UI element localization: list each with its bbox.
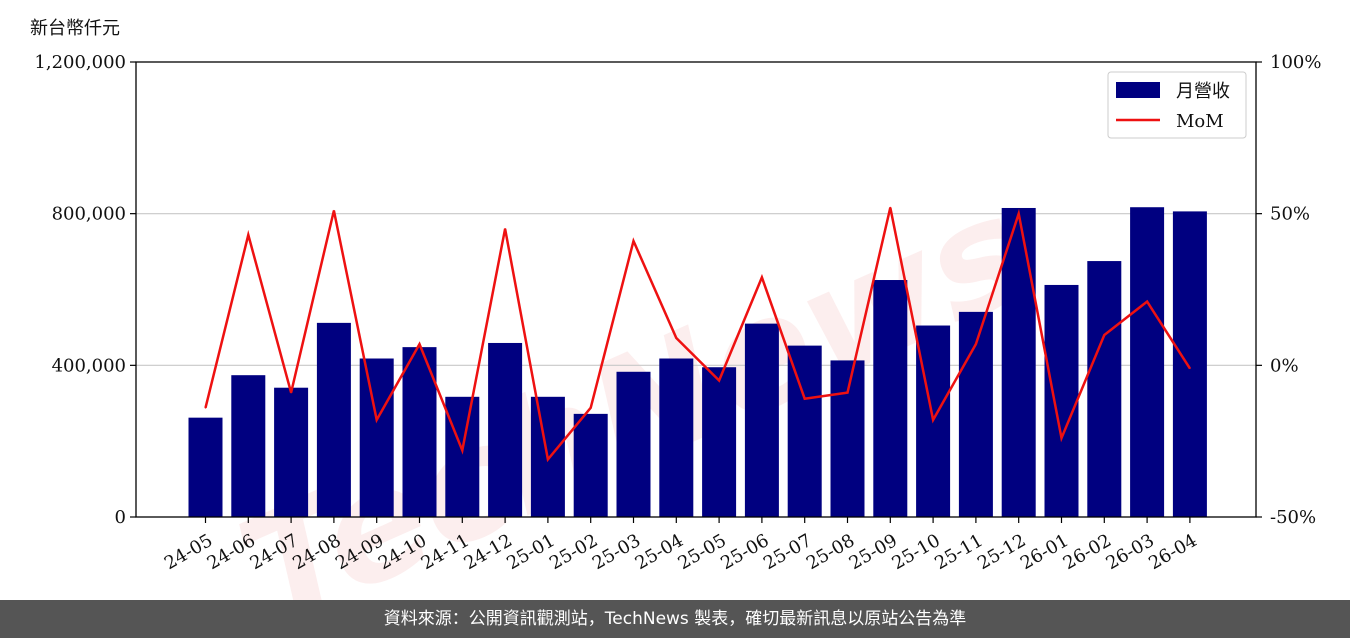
x-tick-label: 25-03 — [589, 530, 644, 574]
x-tick-label: 25-09 — [846, 530, 901, 574]
y2-tick-label: 100% — [1270, 52, 1321, 73]
x-tick-label: 25-11 — [931, 530, 986, 574]
mom-point-25-01 — [547, 458, 549, 461]
bar-24-05 — [188, 417, 223, 517]
x-tick-label: 25-12 — [974, 530, 1029, 574]
y2-tick-label: 50% — [1270, 204, 1310, 225]
mom-line — [204, 207, 1191, 463]
bar-25-12 — [1001, 207, 1036, 517]
x-tick-label: 26-04 — [1145, 530, 1200, 574]
bar-24-06 — [231, 375, 266, 517]
y-tick-label: 400,000 — [52, 355, 126, 376]
mom-point-25-08 — [846, 391, 849, 394]
x-tick-label: 25-06 — [717, 530, 772, 574]
bar-layer — [188, 207, 1207, 518]
mom-point-26-04 — [1189, 367, 1191, 370]
bar-24-09 — [359, 358, 394, 517]
bar-26-04 — [1172, 211, 1207, 517]
x-tick-label: 25-08 — [803, 530, 858, 574]
mom-point-25-04 — [675, 337, 678, 339]
mom-point-25-07 — [803, 397, 806, 400]
source-footer: 資料來源：公開資訊觀測站，TechNews 製表，確切最新訊息以原站公告為準 — [0, 600, 1350, 638]
bar-25-03 — [616, 371, 651, 517]
mom-point-25-12 — [1017, 212, 1020, 215]
x-tick-label: 25-07 — [760, 530, 815, 574]
mom-point-24-10 — [418, 343, 421, 345]
legend-swatch-revenue — [1116, 82, 1160, 98]
y-tick-label: 800,000 — [52, 204, 126, 225]
y-tick-label: 0 — [115, 507, 126, 528]
mom-point-24-07 — [290, 391, 292, 394]
legend-label-mom: MoM — [1176, 111, 1224, 132]
mom-point-24-05 — [204, 407, 207, 409]
mom-point-24-09 — [375, 419, 378, 421]
bar-26-03 — [1130, 207, 1165, 518]
mom-point-26-01 — [1060, 437, 1063, 439]
mom-point-24-08 — [333, 209, 335, 212]
chart-area: 新台幣仟元 TechNews 0400,000800,0001,200,000-… — [30, 18, 1321, 600]
bar-24-08 — [316, 322, 351, 517]
mom-point-24-11 — [461, 449, 464, 452]
bar-26-02 — [1087, 261, 1122, 517]
bar-24-07 — [274, 387, 309, 517]
bar-25-04 — [659, 358, 694, 517]
line-layer — [204, 206, 1191, 463]
x-tick-label: 26-02 — [1060, 530, 1115, 574]
y2-tick-label: -50% — [1270, 507, 1316, 528]
mom-point-25-06 — [761, 276, 763, 279]
mom-point-26-02 — [1103, 334, 1106, 336]
bar-24-12 — [488, 342, 523, 517]
x-tick-label: 26-03 — [1102, 530, 1157, 574]
bar-25-09 — [873, 280, 908, 517]
mom-point-25-05 — [718, 379, 720, 382]
bar-25-07 — [787, 345, 822, 517]
bar-24-11 — [445, 396, 480, 517]
mom-point-26-03 — [1146, 300, 1148, 303]
y-axis-label: 新台幣仟元 — [30, 18, 120, 39]
chart-svg: TechNews 0400,000800,0001,200,000-50%0%5… — [34, 52, 1321, 600]
mom-point-24-06 — [247, 234, 250, 236]
bar-25-05 — [702, 367, 737, 517]
legend: 月營收 MoM — [1107, 71, 1247, 139]
y-tick-label: 1,200,000 — [34, 52, 126, 73]
x-tick-label: 25-04 — [632, 530, 687, 574]
bar-25-08 — [830, 360, 865, 517]
x-tick-label: 24-05 — [161, 530, 216, 574]
y2-tick-label: 0% — [1270, 355, 1299, 376]
x-tick-label: 25-10 — [888, 530, 943, 574]
x-tick-label: 26-01 — [1017, 530, 1072, 574]
bar-25-02 — [573, 413, 608, 517]
mom-point-25-09 — [889, 206, 892, 209]
bar-26-01 — [1044, 284, 1079, 517]
mom-point-25-03 — [632, 240, 635, 242]
bar-25-06 — [744, 323, 779, 517]
plot-frame — [135, 61, 1257, 518]
mom-point-25-11 — [975, 343, 977, 345]
legend-label-revenue: 月營收 — [1176, 81, 1230, 102]
mom-point-25-10 — [932, 419, 934, 421]
mom-point-25-02 — [589, 407, 592, 409]
x-tick-label: 25-05 — [674, 530, 729, 574]
mom-point-24-12 — [504, 228, 506, 230]
